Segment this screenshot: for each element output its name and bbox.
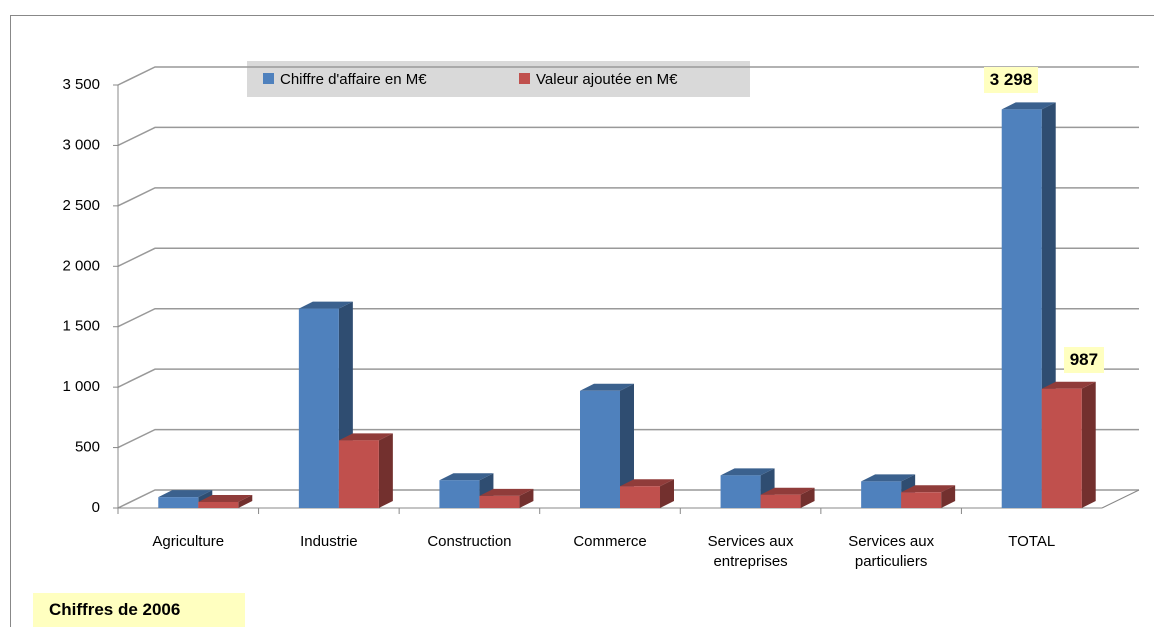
bar <box>298 308 339 508</box>
legend-label: Valeur ajoutée en M€ <box>536 71 678 88</box>
bar-top <box>1041 381 1096 389</box>
x-tick-label: Services aux entreprises <box>707 533 794 570</box>
bar <box>198 501 239 508</box>
bar-side <box>800 487 815 508</box>
bar <box>901 492 942 508</box>
x-tick-label: Industrie <box>300 533 358 550</box>
grid-line <box>117 247 1139 267</box>
bar <box>760 494 801 508</box>
bar <box>158 497 199 508</box>
bar <box>1001 109 1042 508</box>
bar-top <box>760 487 815 495</box>
legend-label: Chiffre d'affaire en M€ <box>280 71 427 88</box>
bar-top <box>298 301 353 309</box>
bar <box>580 390 620 508</box>
y-tick-label: 1 000 <box>62 378 100 395</box>
bar-side <box>519 488 534 508</box>
grid-line <box>117 187 1139 207</box>
data-label: 987 <box>1063 346 1105 373</box>
grid-line <box>117 307 1139 328</box>
x-tick-label: Commerce <box>573 533 647 550</box>
grid-line <box>117 368 1139 388</box>
bar-top <box>720 468 775 476</box>
bar <box>720 475 761 508</box>
bar-side <box>620 383 634 508</box>
bar-top <box>580 383 634 391</box>
y-tick-label: 2 000 <box>62 257 100 274</box>
bar-side <box>660 479 674 508</box>
bar <box>479 495 520 508</box>
x-tick-label: Construction <box>427 533 512 550</box>
grid-line <box>117 66 1139 86</box>
bar <box>338 440 379 508</box>
floor-right <box>1101 489 1140 509</box>
chart-border <box>10 15 1154 627</box>
bar-top <box>338 433 393 441</box>
bar-top <box>158 490 213 498</box>
grid-line <box>117 428 1139 449</box>
bar <box>861 481 902 508</box>
y-tick-label: 2 500 <box>62 197 100 214</box>
bar-top <box>198 494 253 502</box>
bar <box>1041 388 1082 508</box>
data-label: 3 298 <box>983 67 1039 94</box>
legend-swatch <box>519 73 530 84</box>
annotation: Chiffres de 2006 <box>33 593 245 627</box>
legend-swatch <box>263 73 274 84</box>
bar-top <box>439 473 494 481</box>
x-tick-label: Services aux particuliers <box>848 533 935 570</box>
bar-top <box>479 488 534 496</box>
bar-side <box>941 485 956 508</box>
y-tick-label: 3 500 <box>62 76 100 93</box>
y-tick-label: 1 500 <box>62 318 100 335</box>
x-tick-label: TOTAL <box>1008 533 1056 550</box>
y-tick-label: 500 <box>75 439 100 456</box>
bar-top <box>901 485 956 493</box>
bar-side <box>1081 381 1096 508</box>
bar-top <box>861 474 916 482</box>
y-tick-label: 3 000 <box>62 136 100 153</box>
bar <box>439 480 480 508</box>
bar-side <box>378 433 393 508</box>
x-tick-label: Agriculture <box>152 533 225 550</box>
bar <box>620 486 660 508</box>
bar-side <box>238 494 253 508</box>
bar-top <box>1001 102 1056 110</box>
y-tick-label: 0 <box>92 499 100 516</box>
bar-top <box>620 479 674 487</box>
grid-line <box>117 126 1139 147</box>
